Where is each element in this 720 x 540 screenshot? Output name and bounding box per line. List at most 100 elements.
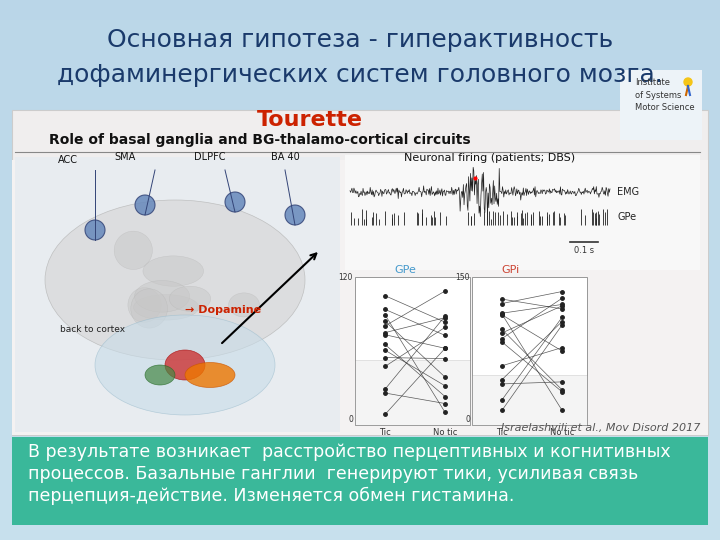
Bar	[0, 320, 720, 330]
Bar	[345, 155, 700, 270]
Bar	[620, 70, 702, 140]
Text: GPe: GPe	[394, 265, 416, 275]
Ellipse shape	[128, 288, 161, 322]
Text: GPe: GPe	[617, 212, 636, 222]
Text: Основная гипотеза - гиперактивность: Основная гипотеза - гиперактивность	[107, 28, 613, 52]
Text: Tic: Tic	[496, 428, 508, 437]
Bar	[0, 280, 720, 290]
Bar	[0, 190, 720, 200]
Bar	[355, 360, 470, 425]
Text: back to cortex: back to cortex	[60, 326, 125, 334]
Ellipse shape	[143, 256, 204, 286]
Bar	[0, 250, 720, 260]
Bar	[12, 160, 708, 435]
Bar	[0, 520, 720, 530]
Text: GPi: GPi	[501, 265, 519, 275]
Bar	[12, 110, 708, 435]
Bar	[0, 80, 720, 90]
Ellipse shape	[169, 286, 211, 311]
Bar	[0, 330, 720, 340]
Text: ACC: ACC	[58, 155, 78, 165]
Bar	[0, 440, 720, 450]
Bar	[0, 290, 720, 300]
Bar	[0, 370, 720, 380]
Text: Tic: Tic	[379, 428, 391, 437]
Circle shape	[135, 195, 155, 215]
Bar	[0, 340, 720, 350]
Bar	[0, 380, 720, 390]
Bar	[0, 300, 720, 310]
Ellipse shape	[185, 362, 235, 388]
Text: перцепция-действие. Изменяется обмен гистамина.: перцепция-действие. Изменяется обмен гис…	[28, 487, 514, 505]
Bar	[0, 490, 720, 500]
Bar	[0, 430, 720, 440]
Bar	[0, 120, 720, 130]
Bar	[0, 360, 720, 370]
Text: Israelashvili et al., Mov Disord 2017: Israelashvili et al., Mov Disord 2017	[500, 423, 700, 433]
Bar	[0, 130, 720, 140]
Ellipse shape	[114, 231, 153, 269]
Bar	[0, 410, 720, 420]
Circle shape	[684, 78, 692, 86]
Text: Role of basal ganglia and BG-thalamo-cortical circuits: Role of basal ganglia and BG-thalamo-cor…	[49, 133, 471, 147]
Text: 120: 120	[338, 273, 353, 281]
Bar	[0, 60, 720, 70]
Circle shape	[85, 220, 105, 240]
Bar	[12, 437, 708, 525]
Bar	[0, 310, 720, 320]
Ellipse shape	[134, 295, 199, 320]
Bar	[0, 350, 720, 360]
Ellipse shape	[165, 350, 205, 380]
Bar	[0, 160, 720, 170]
Text: No tic: No tic	[433, 428, 457, 437]
Circle shape	[285, 205, 305, 225]
Text: DLPFC: DLPFC	[194, 152, 226, 162]
Ellipse shape	[228, 293, 259, 317]
Bar	[0, 270, 720, 280]
Bar	[0, 220, 720, 230]
Bar	[472, 277, 587, 425]
Text: → Dopamine: → Dopamine	[185, 305, 261, 315]
Bar	[0, 210, 720, 220]
Bar	[0, 230, 720, 240]
Bar	[0, 530, 720, 540]
Ellipse shape	[95, 315, 275, 415]
Bar	[0, 180, 720, 190]
Bar	[0, 420, 720, 430]
Bar	[0, 470, 720, 480]
Bar	[0, 150, 720, 160]
Circle shape	[225, 192, 245, 212]
Text: SMA: SMA	[114, 152, 135, 162]
Bar	[0, 30, 720, 40]
Text: 0.1 s: 0.1 s	[574, 246, 594, 255]
Text: 150: 150	[456, 273, 470, 281]
Text: EMG: EMG	[617, 187, 639, 197]
Bar	[0, 390, 720, 400]
Bar	[0, 20, 720, 30]
Bar	[355, 277, 470, 425]
Text: No tic: No tic	[550, 428, 574, 437]
Bar	[0, 70, 720, 80]
Bar	[0, 200, 720, 210]
Text: 0: 0	[348, 415, 353, 424]
Bar	[0, 510, 720, 520]
Ellipse shape	[135, 280, 189, 312]
Bar	[0, 170, 720, 180]
Text: BA 40: BA 40	[271, 152, 300, 162]
Text: дофаминергических систем головного мозга.: дофаминергических систем головного мозга…	[57, 63, 663, 87]
Text: Neuronal firing (patients; DBS): Neuronal firing (patients; DBS)	[405, 153, 575, 163]
Text: Tourette: Tourette	[257, 110, 363, 130]
Text: В результате возникает  расстройство перцептивных и когнитивных: В результате возникает расстройство перц…	[28, 443, 670, 461]
Bar	[0, 260, 720, 270]
Bar	[0, 110, 720, 120]
Bar	[0, 10, 720, 20]
Bar	[15, 157, 340, 432]
Bar	[0, 400, 720, 410]
Ellipse shape	[145, 365, 175, 385]
Bar	[0, 90, 720, 100]
Bar	[0, 450, 720, 460]
Ellipse shape	[131, 289, 168, 328]
Ellipse shape	[45, 200, 305, 360]
Bar	[0, 100, 720, 110]
Bar	[0, 500, 720, 510]
